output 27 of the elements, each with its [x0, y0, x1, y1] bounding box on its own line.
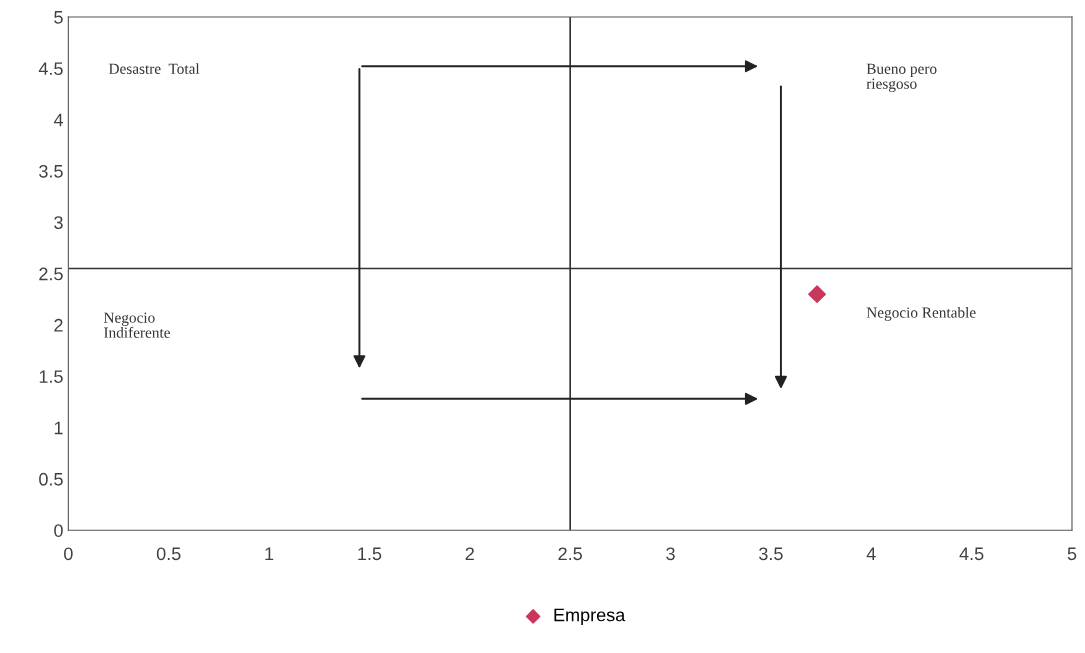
x-tick-label: 4 — [866, 547, 876, 560]
y-tick-label: 3 — [54, 216, 63, 229]
x-tick-label: 5 — [1067, 547, 1077, 561]
x-tick-label: 4.5 — [959, 547, 984, 561]
annotation: Negocio Indiferente — [103, 312, 170, 338]
legend-label: Empresa — [554, 608, 626, 625]
x-tick-label: 3 — [666, 547, 675, 561]
x-tick-label: 2.5 — [558, 547, 582, 561]
y-tick-label: 5 — [54, 11, 63, 24]
x-tick-label: 3.5 — [759, 547, 783, 561]
y-tick-label: 1 — [54, 421, 63, 435]
x-tick-label: 2 — [465, 547, 474, 560]
annotation: Bueno pero riesgoso — [866, 63, 937, 92]
y-tick-label: 4 — [53, 113, 63, 127]
x-tick-label: 1.5 — [358, 547, 382, 561]
y-tick-label: 2 — [54, 318, 63, 332]
y-tick-label: 2.5 — [39, 267, 63, 281]
y-tick-label: 0.5 — [39, 472, 63, 486]
x-tick-label: 1 — [265, 547, 274, 560]
annotation: Desastre Total — [108, 63, 200, 74]
y-tick-label: 0 — [54, 524, 63, 537]
x-tick-label: 0 — [64, 547, 73, 561]
annotation: Negocio Rentable — [866, 306, 976, 321]
x-tick-label: 0.5 — [156, 547, 181, 561]
y-tick-label: 3.5 — [39, 164, 63, 178]
y-tick-label: 4.5 — [38, 62, 63, 76]
y-tick-label: 1.5 — [39, 370, 63, 383]
